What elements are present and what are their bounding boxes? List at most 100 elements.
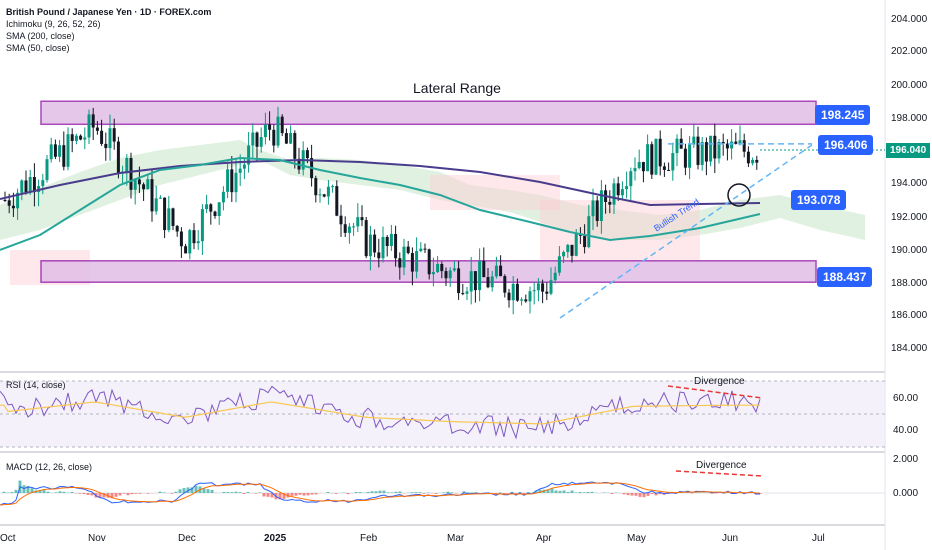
rsi-tick: 60.00: [893, 393, 919, 404]
candle-body: [368, 234, 372, 257]
macd-hist-bar: [202, 488, 206, 493]
macd-hist-bar: [2, 491, 6, 493]
indicator-sma200[interactable]: SMA (200, close): [6, 31, 75, 41]
candle-body: [154, 198, 158, 212]
indicator-sma50[interactable]: SMA (50, close): [6, 43, 70, 53]
macd-hist-bar: [622, 493, 626, 495]
indicator-ichimoku[interactable]: Ichimoku (9, 26, 52, 26): [6, 19, 101, 29]
support-tag[interactable]: 193.078: [791, 190, 847, 210]
candle-body: [713, 135, 717, 159]
candle-body: [364, 220, 368, 257]
candle-body: [394, 233, 398, 259]
macd-hist-bar: [546, 489, 550, 493]
candle-body: [431, 272, 435, 275]
macd-hist-bar: [42, 490, 46, 493]
candle-body: [112, 128, 116, 142]
upper-range-tag[interactable]: 198.245: [815, 105, 871, 125]
candle-body: [62, 145, 66, 167]
candle-body: [545, 291, 549, 294]
time-label: Jul: [812, 533, 825, 544]
macd-hist-bar: [26, 485, 30, 493]
candle-body: [41, 180, 45, 187]
candle-body: [658, 138, 662, 167]
candle-body: [293, 133, 297, 159]
candle-body: [612, 183, 616, 205]
candle-body: [633, 168, 637, 172]
candle-body: [66, 134, 70, 167]
candle-body: [646, 144, 650, 172]
candle-body: [461, 293, 465, 295]
macd-hist-bar: [442, 492, 446, 493]
candle-body: [242, 164, 246, 169]
candle-body: [272, 129, 276, 146]
macd-hist-bar: [78, 493, 82, 494]
lower-range-tag[interactable]: 188.437: [817, 267, 873, 287]
price-tick: 194.000: [891, 178, 928, 189]
macd-hist-bar: [534, 490, 538, 493]
macd-hist-bar: [254, 493, 258, 494]
macd-hist-bar: [46, 491, 50, 493]
candle-body: [398, 258, 402, 268]
macd-hist-bar: [474, 492, 478, 493]
macd-hist-bar: [226, 492, 230, 493]
lateral-range-label: Lateral Range: [413, 80, 501, 96]
candle-body: [591, 200, 595, 217]
macd-hist-bar: [134, 493, 138, 494]
time-label: Jun: [722, 533, 739, 544]
candle-body: [125, 158, 129, 172]
recent-high-tag[interactable]: 196.406: [818, 135, 874, 155]
macd-hist-bar: [126, 493, 130, 496]
macd-hist-bar: [582, 492, 586, 493]
candle-body: [146, 179, 150, 190]
candle-body: [331, 186, 335, 188]
macd-hist-bar: [258, 492, 262, 493]
candle-body: [179, 231, 183, 247]
candle-body: [415, 251, 419, 272]
candle-body: [305, 150, 309, 159]
candle-body: [318, 194, 322, 196]
candle-body: [629, 171, 633, 187]
candle-body: [3, 199, 7, 201]
price-tick: 198.000: [891, 113, 928, 124]
candle-body: [192, 230, 196, 244]
candle-body: [158, 197, 162, 199]
candle-body: [24, 180, 28, 193]
macd-hist-bar: [346, 493, 350, 495]
rsi-line: [0, 385, 761, 440]
candle-body: [385, 237, 389, 247]
macd-hist-bar: [578, 492, 582, 493]
candle-body: [704, 142, 708, 162]
candle-body: [688, 144, 692, 168]
candle-body: [142, 184, 146, 190]
macd-hist-bar: [554, 490, 558, 493]
candle-body: [490, 276, 494, 288]
macd-hist-bar: [758, 493, 762, 494]
candle-body: [562, 252, 566, 257]
candle-body: [234, 172, 238, 193]
candle-body: [251, 132, 255, 146]
candle-body: [377, 252, 381, 259]
candle-body: [175, 225, 179, 232]
candle-body: [171, 208, 175, 226]
rsi-legend[interactable]: RSI (14, close): [6, 380, 66, 390]
time-label: 2025: [264, 533, 287, 544]
macd-hist-bar: [302, 493, 306, 496]
candle-body: [717, 141, 721, 159]
candle-body: [389, 233, 393, 247]
time-label: Oct: [0, 533, 16, 544]
candle-body: [641, 162, 645, 172]
rsi-band: [0, 381, 885, 447]
candle-body: [289, 133, 293, 144]
macd-hist-bar: [446, 491, 450, 493]
macd-hist-bar: [390, 492, 394, 493]
candle-body: [444, 271, 448, 279]
macd-legend[interactable]: MACD (12, 26, close): [6, 462, 93, 472]
candle-body: [532, 290, 536, 292]
macd-hist-bar: [86, 493, 90, 495]
candle-body: [574, 233, 578, 256]
candle-body: [419, 248, 423, 252]
candle-body: [259, 137, 263, 147]
candle-body: [696, 136, 700, 165]
symbol-title[interactable]: British Pound / Japanese Yen · 1D · FORE…: [6, 7, 212, 17]
